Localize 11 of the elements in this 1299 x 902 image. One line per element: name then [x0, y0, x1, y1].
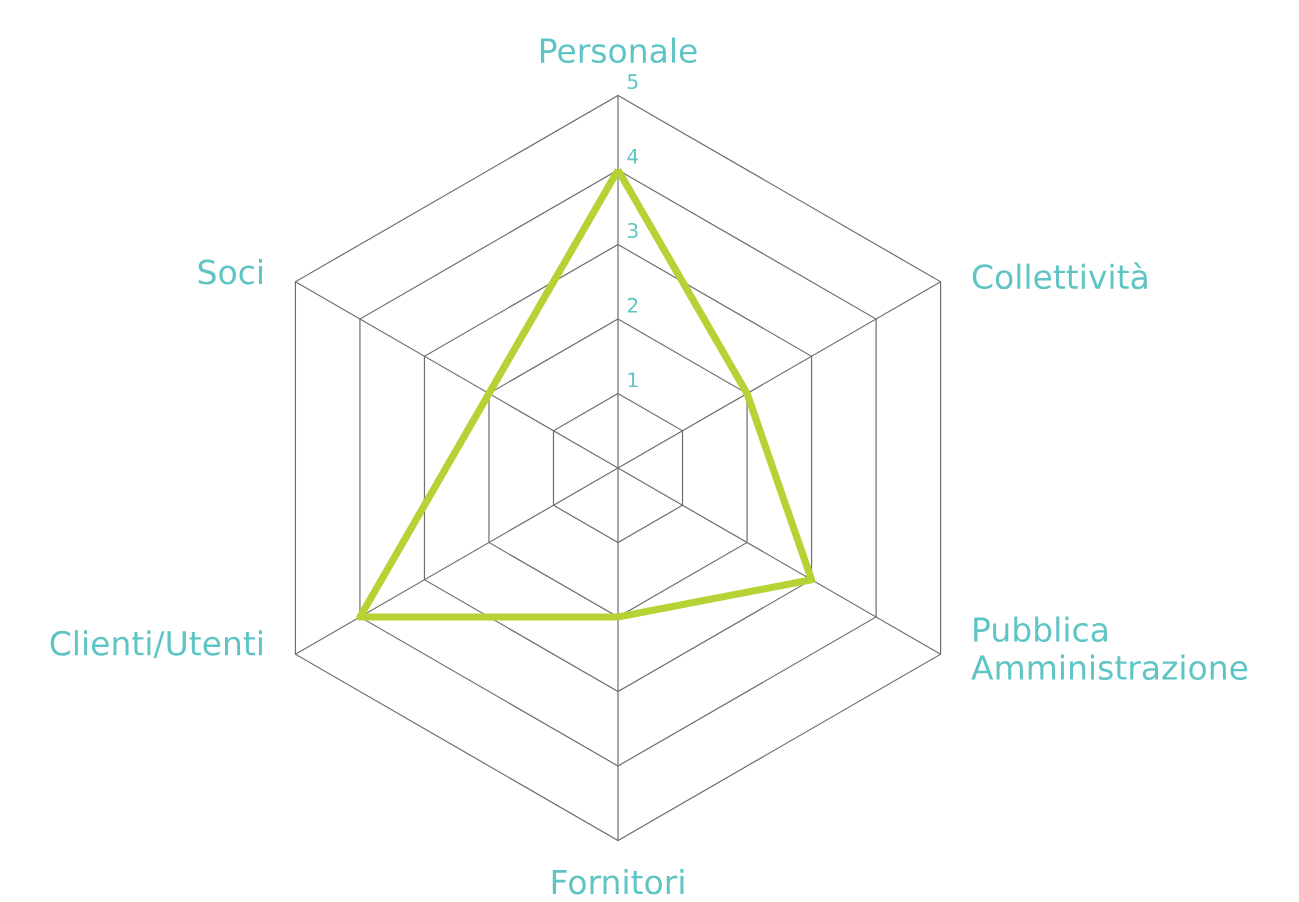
y-tick-label: 3 [627, 222, 638, 239]
spoke-label: Collettività [972, 262, 1147, 290]
spoke-label: Fornitori [552, 868, 684, 895]
y-tick-label: 4 [627, 149, 639, 164]
spoke-label: Personale [540, 37, 697, 64]
y-tick-label: 5 [627, 74, 638, 90]
y-tick-label: 2 [627, 297, 638, 313]
spoke-label: Soci [198, 258, 262, 285]
y-tick-label: 1 [628, 372, 638, 388]
spoke-label: Clienti/Utenti [50, 630, 262, 659]
spoke-label: Pubblica Amministrazione [971, 616, 1248, 681]
